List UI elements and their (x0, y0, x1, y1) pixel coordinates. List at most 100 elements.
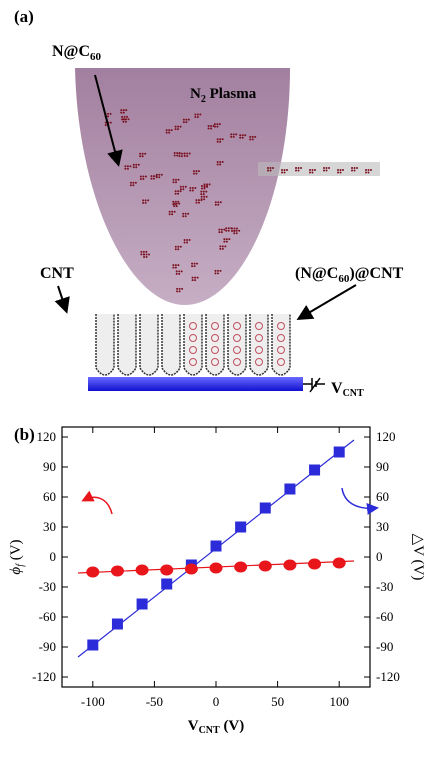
molecule (143, 256, 146, 259)
molecule (176, 287, 179, 290)
molecule (200, 195, 203, 198)
molecule (227, 227, 230, 230)
molecule (325, 167, 328, 169)
molecule (189, 189, 192, 192)
molecule (123, 115, 126, 118)
molecule (233, 232, 236, 235)
molecule (168, 213, 171, 216)
molecule (179, 185, 182, 188)
point (210, 540, 222, 552)
molecule (177, 245, 180, 248)
molecule (267, 167, 269, 169)
text: )@CNT (349, 265, 403, 282)
molecule (236, 227, 239, 230)
point (87, 639, 99, 651)
molecule (142, 177, 145, 180)
molecule (221, 247, 224, 250)
molecule (172, 181, 175, 184)
text: N@C (52, 43, 90, 60)
molecule (174, 248, 177, 251)
molecule (145, 256, 148, 259)
molecule (281, 171, 283, 174)
molecule (221, 245, 224, 248)
molecule (195, 172, 198, 175)
y2-tick-label: 60 (376, 489, 389, 504)
molecule (129, 165, 132, 168)
molecule (180, 155, 183, 158)
molecule (214, 269, 217, 272)
molecule (184, 215, 187, 218)
molecule (192, 170, 195, 173)
molecule (186, 154, 189, 157)
molecule (309, 169, 311, 171)
molecule (206, 183, 209, 186)
molecule (277, 322, 285, 330)
molecule (132, 181, 135, 184)
y-tick-label: 60 (43, 489, 56, 504)
molecule (219, 163, 222, 166)
molecule (113, 156, 116, 159)
molecule (254, 135, 257, 138)
molecule (176, 290, 179, 293)
molecule (165, 129, 168, 132)
plasma-label: N2 Plasma (190, 86, 257, 105)
molecule (295, 167, 297, 169)
molecule (182, 118, 185, 121)
nanotube (95, 314, 115, 376)
molecule (233, 334, 241, 342)
molecule (233, 229, 236, 232)
point (259, 502, 271, 514)
molecule (197, 170, 200, 173)
molecule (122, 109, 125, 112)
molecule (174, 125, 177, 128)
y2-tick-label: 120 (376, 429, 396, 444)
molecule (220, 228, 223, 231)
molecule (195, 199, 198, 202)
molecule (223, 240, 226, 243)
molecule (251, 135, 254, 138)
molecule (328, 167, 330, 169)
molecule (172, 203, 175, 206)
molecule (200, 190, 203, 193)
molecule (187, 212, 190, 215)
molecule (217, 201, 220, 204)
molecule (175, 205, 178, 208)
molecule (122, 120, 125, 123)
chart: (b) VCNT (V) ϕf (V) △V (V) -100 -50 0 50 100… (8, 425, 426, 736)
molecule (182, 188, 185, 191)
molecule (197, 199, 200, 202)
molecule (173, 205, 176, 208)
molecule (200, 198, 203, 201)
molecule (200, 193, 203, 196)
molecule (132, 184, 135, 187)
arrow (94, 74, 123, 167)
molecule (239, 136, 242, 139)
molecule (356, 167, 358, 169)
molecule (218, 228, 221, 231)
molecule (177, 190, 180, 193)
molecule (173, 210, 176, 213)
molecule (207, 127, 210, 130)
x-tick-label: 100 (329, 694, 349, 709)
molecule (178, 272, 181, 275)
molecule (189, 346, 197, 354)
molecule (214, 203, 217, 206)
molecule (174, 128, 177, 131)
molecule (217, 203, 220, 206)
x-axis-label: VCNT (V) (188, 718, 245, 736)
text: V (188, 718, 199, 734)
molecule (139, 155, 142, 158)
molecule (281, 169, 283, 171)
molecule (122, 111, 125, 114)
molecule (110, 156, 113, 159)
molecule (339, 171, 342, 174)
molecule (203, 187, 206, 190)
molecule (216, 140, 219, 143)
molecule (124, 165, 127, 168)
y-tick-label: 30 (43, 519, 56, 534)
molecule (173, 152, 176, 155)
molecule (189, 322, 197, 330)
molecule (132, 166, 135, 169)
molecule (216, 138, 219, 141)
